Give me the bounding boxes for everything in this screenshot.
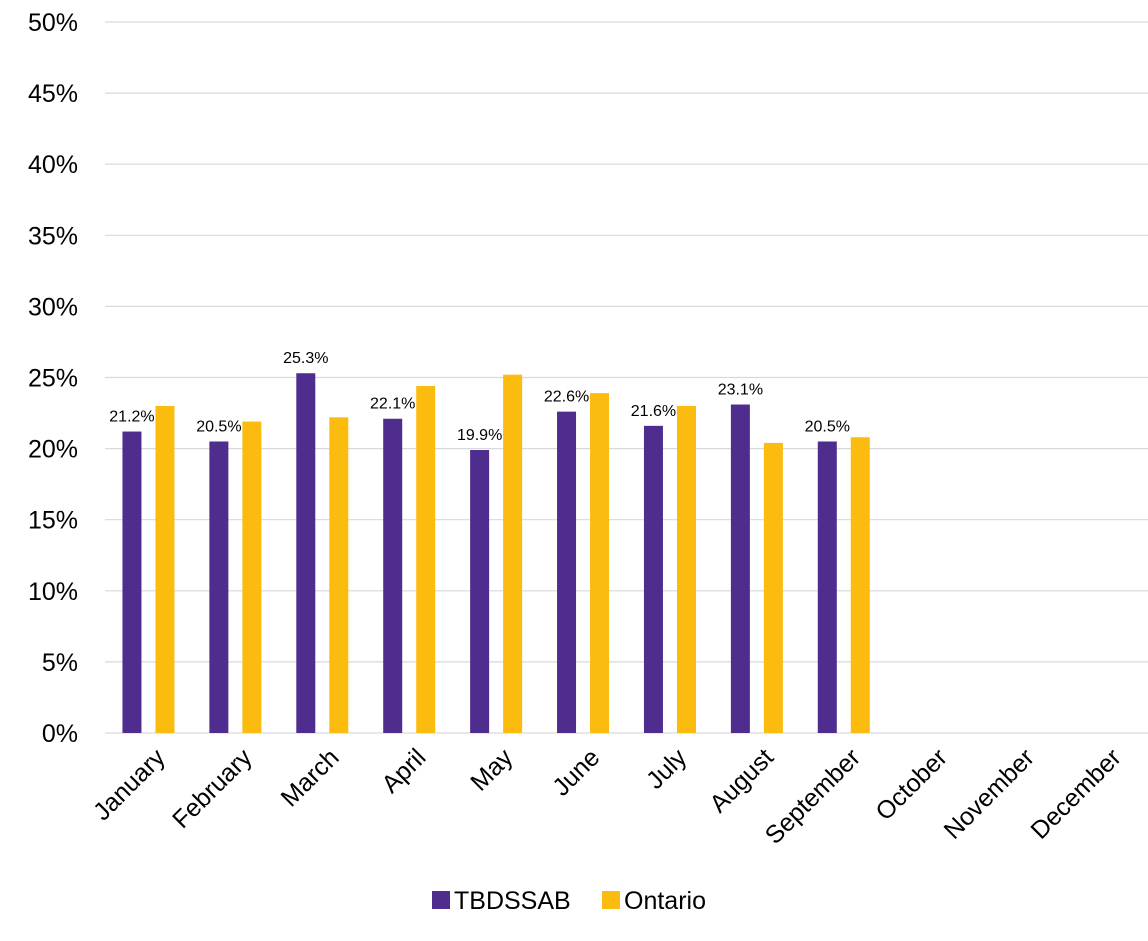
data-label: 22.1% — [370, 396, 415, 413]
y-tick-label: 30% — [28, 293, 78, 321]
y-tick-label: 35% — [28, 222, 78, 250]
bar-tbdssab-february — [209, 441, 229, 733]
bar-ontario-february — [242, 421, 262, 733]
data-labels: 21.2% 20.5% 25.3% 22.1% 19.9% 22.6% 21.6% 23.1%… — [109, 350, 850, 444]
bar-tbdssab-may — [470, 450, 490, 733]
bar-tbdssab-april — [383, 418, 403, 733]
y-tick-label: 45% — [28, 80, 78, 108]
legend-label-ontario: Ontario — [624, 887, 706, 915]
x-tick-label: December — [1025, 743, 1126, 844]
bars — [122, 373, 870, 733]
y-axis-ticks: 0% 5% 10% 15% 20% 25% 30% 35% 40% 45% 50% — [28, 9, 78, 748]
x-tick-label: June — [547, 743, 605, 801]
bar-tbdssab-june — [557, 411, 577, 733]
data-label: 25.3% — [283, 350, 328, 367]
bar-ontario-april — [416, 386, 436, 733]
bar-tbdssab-july — [643, 425, 663, 733]
x-tick-label: November — [939, 743, 1040, 844]
x-tick-label: September — [760, 743, 866, 849]
data-label: 20.5% — [196, 418, 241, 435]
y-tick-label: 5% — [42, 649, 78, 677]
data-label: 21.2% — [109, 409, 154, 426]
bar-ontario-june — [590, 393, 610, 733]
x-tick-label: February — [167, 743, 258, 834]
legend-swatch-tbdssab — [432, 891, 450, 909]
data-label: 19.9% — [457, 427, 502, 444]
x-tick-label: July — [641, 743, 693, 795]
bar-tbdssab-march — [296, 373, 316, 733]
bar-ontario-march — [329, 417, 349, 733]
y-tick-label: 25% — [28, 365, 78, 393]
y-tick-label: 20% — [28, 436, 78, 464]
legend-label-tbdssab: TBDSSAB — [454, 887, 571, 915]
bar-ontario-august — [763, 442, 783, 733]
bar-ontario-january — [155, 405, 175, 733]
bar-ontario-september — [850, 437, 870, 733]
bar-ontario-july — [676, 405, 696, 733]
y-tick-label: 10% — [28, 578, 78, 606]
x-tick-label: August — [704, 743, 779, 818]
bar-tbdssab-september — [817, 441, 837, 733]
x-tick-label: May — [465, 743, 519, 797]
y-tick-label: 0% — [42, 720, 78, 748]
x-tick-label: March — [276, 743, 345, 812]
data-label: 20.5% — [805, 418, 850, 435]
data-label: 23.1% — [718, 382, 763, 399]
data-label: 21.6% — [631, 403, 676, 420]
legend: TBDSSAB Ontario — [432, 887, 706, 915]
gridlines — [105, 21, 1148, 734]
data-label: 22.6% — [544, 389, 589, 406]
y-tick-label: 40% — [28, 151, 78, 179]
bar-ontario-may — [503, 374, 523, 733]
x-tick-label: April — [376, 743, 431, 798]
x-tick-label: October — [870, 743, 953, 826]
y-tick-label: 50% — [28, 9, 78, 37]
legend-swatch-ontario — [602, 891, 620, 909]
bar-tbdssab-august — [730, 404, 750, 733]
x-tick-label: January — [88, 743, 171, 826]
y-tick-label: 15% — [28, 507, 78, 535]
bar-tbdssab-january — [122, 431, 142, 733]
